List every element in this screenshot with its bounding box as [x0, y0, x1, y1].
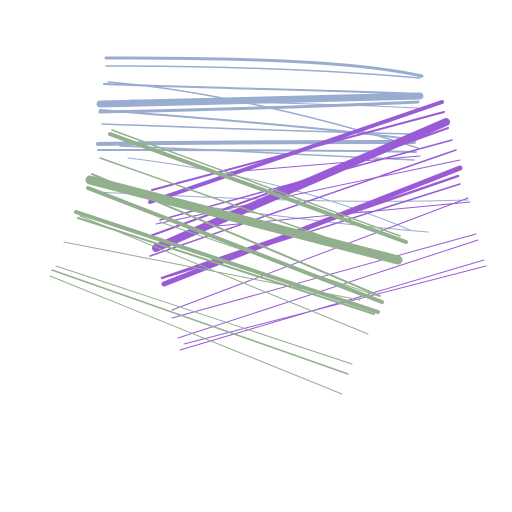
purple-line: [177, 239, 479, 339]
blue-line: [127, 157, 411, 231]
purple-line: [229, 155, 421, 173]
green-line: [91, 173, 381, 297]
purple-line: [179, 259, 485, 351]
blue-line: [99, 109, 417, 141]
green-line: [79, 215, 369, 335]
green-line: [51, 269, 349, 375]
purple-line: [171, 197, 469, 311]
green-line: [85, 175, 403, 265]
green-line: [108, 132, 408, 244]
blue-line: [105, 65, 421, 79]
green-line: [77, 217, 375, 315]
green-line: [49, 275, 343, 395]
blue-line: [101, 123, 415, 135]
green-line: [74, 210, 380, 314]
green-line: [63, 241, 361, 301]
green-line: [55, 265, 353, 365]
blue-line: [107, 81, 419, 149]
blue-line: [129, 99, 419, 109]
purple-line: [151, 111, 445, 191]
green-line: [111, 129, 401, 237]
purple-line: [183, 265, 487, 345]
blue-line: [98, 100, 420, 114]
blue-line: [104, 56, 424, 78]
green-line: [119, 199, 381, 301]
purple-line: [171, 233, 477, 319]
green-line: [159, 221, 379, 297]
green-line-group: [49, 129, 408, 395]
blue-line: [96, 92, 424, 108]
